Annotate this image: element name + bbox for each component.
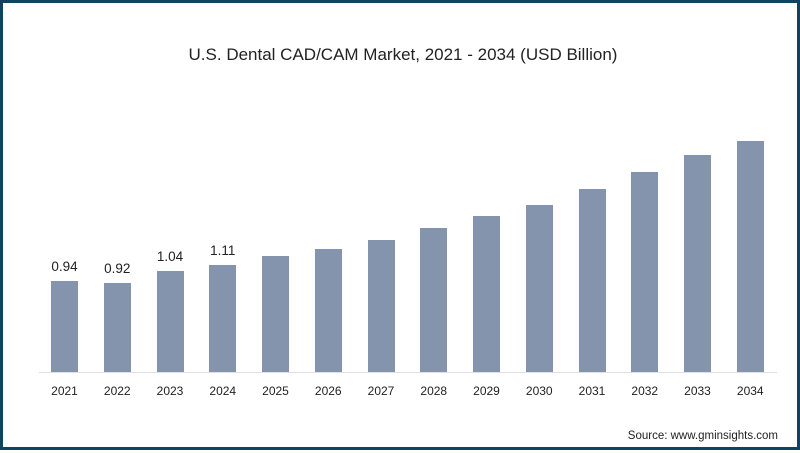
x-tick-2022: 2022 xyxy=(103,384,131,398)
x-tick-2033: 2033 xyxy=(684,384,711,398)
x-tick-2021: 2021 xyxy=(51,384,78,398)
data-label-2022: 0.92 xyxy=(104,261,131,277)
x-tick-2024: 2024 xyxy=(209,384,237,398)
x-tick-2028: 2028 xyxy=(420,384,448,398)
bar-2034 xyxy=(736,140,764,372)
plot-area: 0.94 2021 0.92 2022 1.04 2023 1.11 2024 2025 2026… xyxy=(3,3,800,453)
bar-2021 xyxy=(51,281,78,372)
x-tick-2031: 2031 xyxy=(578,384,606,398)
bar-2025 xyxy=(262,255,289,372)
x-axis-baseline xyxy=(39,372,777,373)
x-tick-2026: 2026 xyxy=(314,384,342,398)
chart-title: U.S. Dental CAD/CAM Market, 2021 - 2034 … xyxy=(188,45,618,64)
x-tick-2032: 2032 xyxy=(631,384,659,398)
data-label-2021: 0.94 xyxy=(51,259,78,275)
x-tick-2034: 2034 xyxy=(736,384,764,398)
source-note: Source: www.gminsights.com xyxy=(627,430,778,442)
bar-2032 xyxy=(631,171,659,372)
x-tick-2023: 2023 xyxy=(156,384,184,398)
bar-2023 xyxy=(156,271,184,372)
bar-2028 xyxy=(420,227,448,372)
bar-2022 xyxy=(103,283,131,372)
x-tick-2025: 2025 xyxy=(262,384,289,398)
x-tick-2027: 2027 xyxy=(367,384,395,398)
bar-2033 xyxy=(684,155,711,372)
bar-2030 xyxy=(525,204,553,372)
bar-2031 xyxy=(578,189,606,372)
data-label-2024: 1.11 xyxy=(210,242,236,258)
bar-2027 xyxy=(367,240,395,372)
x-tick-2030: 2030 xyxy=(525,384,553,398)
bar-2024 xyxy=(209,264,237,372)
x-tick-2029: 2029 xyxy=(473,384,500,398)
data-label-2023: 1.04 xyxy=(156,249,184,265)
bar-2026 xyxy=(314,249,342,372)
bar-2029 xyxy=(473,216,500,372)
